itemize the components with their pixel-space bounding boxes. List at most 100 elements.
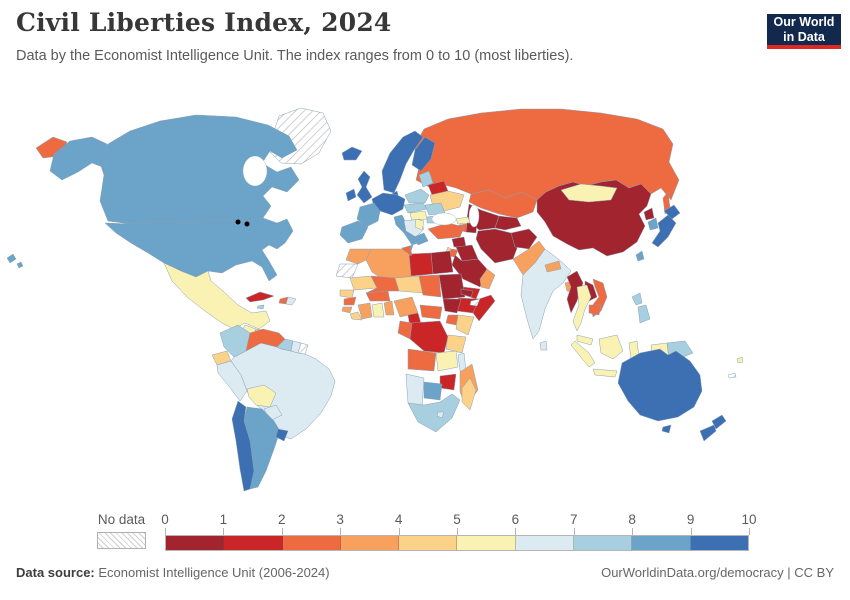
country-mexico[interactable]: [163, 262, 271, 330]
country-tanzania[interactable]: [445, 334, 467, 354]
country-usa-hawaii[interactable]: [6, 253, 24, 269]
country-usa[interactable]: [104, 217, 294, 282]
country-sudan[interactable]: [438, 273, 466, 300]
country-peru[interactable]: [216, 360, 248, 402]
country-north-korea[interactable]: [643, 207, 655, 221]
country-new-caledonia[interactable]: [727, 372, 737, 379]
country-somaliland[interactable]: [469, 298, 481, 307]
country-mongolia[interactable]: [560, 183, 618, 203]
country-angola[interactable]: [407, 348, 437, 372]
legend-bin-4-5[interactable]: [399, 536, 458, 550]
no-data-label: No data: [97, 512, 146, 527]
country-canada[interactable]: [97, 114, 300, 225]
country-south-sudan[interactable]: [442, 298, 462, 314]
country-japan[interactable]: [651, 204, 681, 248]
country-south-africa[interactable]: [407, 393, 461, 433]
country-french-guiana[interactable]: [297, 342, 309, 355]
no-data-swatch[interactable]: [97, 532, 146, 549]
country-france[interactable]: [356, 202, 381, 228]
legend-bin-6-7[interactable]: [515, 536, 575, 550]
country-iceland[interactable]: [341, 146, 363, 161]
country-greece[interactable]: [413, 232, 429, 246]
country-zimbabwe[interactable]: [439, 373, 457, 391]
country-cote-divoire[interactable]: [357, 302, 373, 320]
country-nepal[interactable]: [544, 260, 562, 273]
country-guinea[interactable]: [343, 296, 357, 306]
country-kyrgyzstan-tajikistan[interactable]: [494, 215, 522, 231]
country-myanmar[interactable]: [566, 270, 584, 314]
country-central-african-republic[interactable]: [419, 304, 443, 320]
country-turkey[interactable]: [427, 222, 465, 240]
legend-bin-1-2[interactable]: [224, 536, 283, 550]
license-link[interactable]: CC BY: [794, 565, 834, 580]
country-libya[interactable]: [408, 252, 434, 277]
country-democratic-republic-of-congo[interactable]: [409, 320, 449, 354]
country-eritrea[interactable]: [460, 288, 474, 298]
legend-tick-label: 3: [336, 512, 344, 527]
legend-bin-2-3[interactable]: [282, 536, 341, 550]
country-finland[interactable]: [411, 136, 436, 172]
country-congo-gabon[interactable]: [397, 320, 413, 340]
legend-colorbar-wrap: 0 1 2 3 4 5 6 7 8 9 10: [161, 512, 757, 552]
country-ghana[interactable]: [371, 302, 385, 318]
country-cambodia[interactable]: [588, 304, 602, 316]
legend-tick-mark: [690, 528, 692, 535]
country-baltic-states[interactable]: [418, 170, 434, 188]
country-malawi[interactable]: [457, 352, 467, 372]
country-australia-tasmania[interactable]: [661, 424, 672, 434]
country-india[interactable]: [520, 248, 572, 340]
country-cuba[interactable]: [245, 291, 275, 303]
legend-bin-3-4[interactable]: [340, 536, 400, 550]
country-lesotho[interactable]: [436, 411, 445, 419]
country-niger[interactable]: [394, 275, 424, 294]
country-senegal[interactable]: [339, 289, 355, 299]
country-zambia[interactable]: [435, 350, 459, 372]
country-madagascar[interactable]: [461, 377, 477, 411]
country-botswana[interactable]: [423, 381, 443, 401]
country-western-sahara[interactable]: [335, 263, 359, 279]
owid-url-link[interactable]: OurWorldinData.org/democracy: [601, 565, 784, 580]
country-uruguay[interactable]: [275, 428, 289, 442]
country-chad[interactable]: [418, 274, 442, 298]
country-united-kingdom[interactable]: [356, 170, 373, 204]
country-sri-lanka[interactable]: [539, 340, 548, 351]
country-usa-alaska[interactable]: [49, 136, 108, 181]
country-jamaica[interactable]: [256, 304, 265, 310]
country-syria[interactable]: [451, 236, 467, 248]
country-liberia[interactable]: [349, 311, 363, 321]
country-namibia[interactable]: [405, 373, 425, 408]
country-taiwan[interactable]: [635, 250, 645, 262]
country-kenya[interactable]: [455, 314, 475, 336]
country-afghanistan[interactable]: [510, 228, 538, 250]
country-togo-benin[interactable]: [383, 300, 395, 316]
country-indonesia[interactable]: [570, 334, 670, 378]
owid-logo[interactable]: Our World in Data: [767, 14, 841, 49]
country-egypt[interactable]: [430, 250, 454, 275]
country-guyana[interactable]: [276, 338, 294, 352]
country-serbia[interactable]: [414, 218, 425, 231]
country-south-korea[interactable]: [647, 217, 659, 231]
country-philippines[interactable]: [631, 292, 651, 324]
country-chile[interactable]: [231, 400, 255, 492]
country-australia[interactable]: [617, 348, 703, 422]
country-uganda[interactable]: [445, 314, 459, 326]
country-oman[interactable]: [479, 268, 496, 290]
country-burkina-faso[interactable]: [365, 290, 391, 302]
country-dominican-republic[interactable]: [285, 296, 297, 306]
legend-bin-9-10[interactable]: [690, 536, 748, 550]
country-norway-sweden[interactable]: [381, 130, 424, 194]
legend-bin-5-6[interactable]: [457, 536, 516, 550]
legend-bin-7-8[interactable]: [574, 536, 633, 550]
country-sierra-leone[interactable]: [341, 306, 353, 314]
legend-bin-0-1[interactable]: [166, 536, 225, 550]
country-malaysia[interactable]: [576, 334, 594, 346]
country-new-zealand[interactable]: [699, 414, 727, 442]
country-morocco[interactable]: [345, 248, 372, 265]
country-spain-portugal[interactable]: [339, 220, 369, 244]
country-poland[interactable]: [404, 188, 430, 204]
country-kazakhstan[interactable]: [468, 189, 538, 219]
legend-bin-8-9[interactable]: [632, 536, 691, 550]
country-fiji[interactable]: [736, 356, 744, 364]
country-thailand[interactable]: [572, 284, 592, 332]
country-ireland[interactable]: [345, 188, 357, 202]
